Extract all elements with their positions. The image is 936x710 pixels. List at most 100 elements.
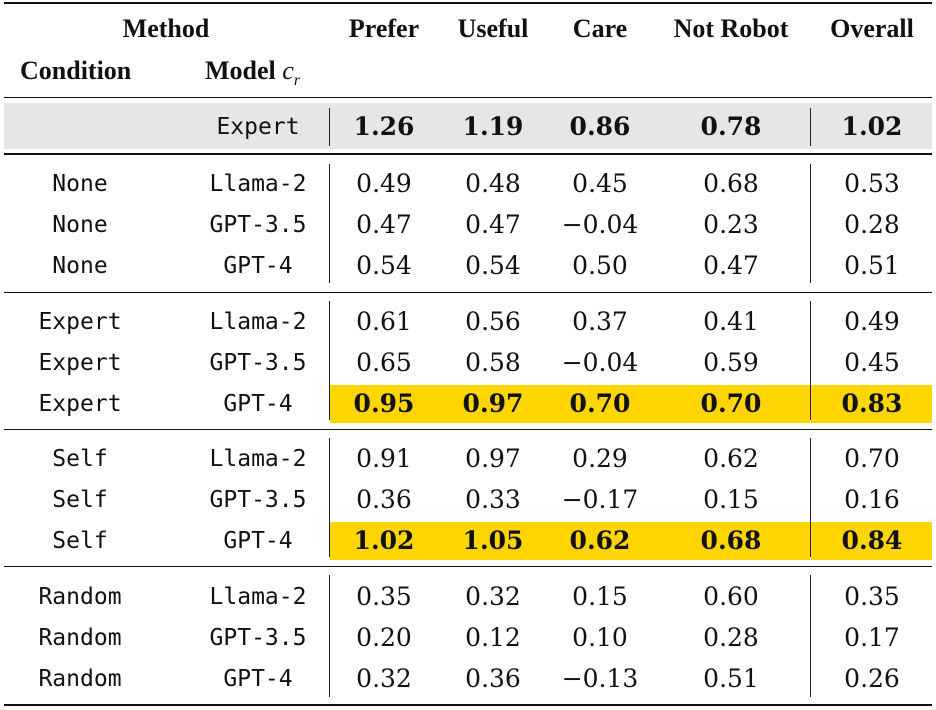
row-value: 0.62 bbox=[569, 526, 631, 555]
row-condition: Self bbox=[52, 487, 108, 513]
row-value: 0.47 bbox=[703, 251, 759, 280]
header-col-care: Care bbox=[572, 14, 628, 43]
row-value: 0.84 bbox=[841, 526, 903, 555]
row-value: 0.53 bbox=[844, 169, 900, 198]
table-rule bbox=[4, 704, 932, 706]
expert-row-band bbox=[4, 103, 932, 149]
row-value: 0.29 bbox=[572, 444, 628, 473]
row-value: 0.70 bbox=[700, 389, 762, 418]
row-value: 0.54 bbox=[465, 251, 521, 280]
row-value: 0.17 bbox=[844, 623, 900, 652]
column-divider bbox=[329, 164, 330, 283]
row-value: −0.04 bbox=[561, 210, 639, 239]
row-value: 0.58 bbox=[465, 348, 521, 377]
table-rule bbox=[4, 292, 932, 293]
row-condition: Self bbox=[52, 528, 108, 554]
row-value: 0.41 bbox=[703, 307, 759, 336]
row-value: 0.26 bbox=[844, 664, 900, 693]
highlight-band bbox=[330, 385, 810, 423]
header-col-useful: Useful bbox=[457, 14, 529, 43]
expert-row-value: 1.02 bbox=[841, 112, 903, 141]
row-value: 0.33 bbox=[465, 485, 521, 514]
row-value: 0.54 bbox=[356, 251, 412, 280]
column-divider bbox=[329, 438, 330, 557]
row-value: 0.95 bbox=[353, 389, 415, 418]
row-value: 0.28 bbox=[844, 210, 900, 239]
row-condition: Random bbox=[38, 584, 122, 610]
row-model: Llama-2 bbox=[209, 584, 307, 610]
row-value: 0.59 bbox=[703, 348, 759, 377]
row-model: GPT-4 bbox=[223, 666, 293, 692]
header-col-prefer: Prefer bbox=[348, 14, 420, 43]
expert-row-value: 0.78 bbox=[700, 112, 762, 141]
row-value: 1.02 bbox=[353, 526, 415, 555]
row-value: 0.60 bbox=[703, 582, 759, 611]
column-divider bbox=[810, 575, 811, 697]
row-model: Llama-2 bbox=[209, 171, 307, 197]
expert-row-model: Expert bbox=[216, 114, 300, 140]
table-rule bbox=[4, 566, 932, 567]
row-value: 0.32 bbox=[356, 664, 412, 693]
header-col-not-robot: Not Robot bbox=[673, 14, 789, 43]
highlight-band bbox=[811, 522, 932, 560]
row-condition: Random bbox=[38, 666, 122, 692]
row-value: 0.51 bbox=[703, 664, 759, 693]
row-model: Llama-2 bbox=[209, 446, 307, 472]
row-condition: Expert bbox=[38, 391, 122, 417]
row-value: 0.83 bbox=[841, 389, 903, 418]
row-value: 0.91 bbox=[356, 444, 412, 473]
column-divider bbox=[810, 164, 811, 283]
row-value: 0.49 bbox=[844, 307, 900, 336]
column-divider bbox=[329, 108, 330, 146]
header-model-label: Model bbox=[205, 56, 276, 85]
row-value: 0.12 bbox=[465, 623, 521, 652]
row-value: 0.37 bbox=[572, 307, 628, 336]
row-model: Llama-2 bbox=[209, 309, 307, 335]
row-value: 0.47 bbox=[465, 210, 521, 239]
row-value: 0.61 bbox=[356, 307, 412, 336]
header-col-overall: Overall bbox=[830, 14, 914, 43]
row-model: GPT-3.5 bbox=[209, 487, 307, 513]
row-value: 0.32 bbox=[465, 582, 521, 611]
row-model: GPT-4 bbox=[223, 391, 293, 417]
row-value: 0.70 bbox=[569, 389, 631, 418]
row-model: GPT-4 bbox=[223, 253, 293, 279]
table-rule bbox=[4, 97, 932, 98]
row-value: 0.68 bbox=[700, 526, 762, 555]
row-value: −0.13 bbox=[561, 664, 639, 693]
row-value: 0.62 bbox=[703, 444, 759, 473]
row-value: 0.15 bbox=[572, 582, 628, 611]
row-value: 0.20 bbox=[356, 623, 412, 652]
row-value: 0.65 bbox=[356, 348, 412, 377]
header-method: Method bbox=[122, 14, 210, 43]
table-rule bbox=[4, 153, 932, 155]
header-condition: Condition bbox=[20, 56, 132, 85]
row-value: −0.04 bbox=[561, 348, 639, 377]
row-value: 0.36 bbox=[356, 485, 412, 514]
row-condition: Self bbox=[52, 446, 108, 472]
row-model: GPT-3.5 bbox=[209, 212, 307, 238]
highlight-band bbox=[811, 385, 932, 423]
row-model: GPT-3.5 bbox=[209, 350, 307, 376]
table-rule bbox=[4, 2, 932, 4]
row-condition: None bbox=[52, 212, 108, 238]
expert-row-value: 0.86 bbox=[569, 112, 631, 141]
column-divider bbox=[329, 301, 330, 420]
row-value: 0.28 bbox=[703, 623, 759, 652]
row-value: 1.05 bbox=[462, 526, 524, 555]
header-model: Model cr bbox=[205, 56, 300, 96]
header-model-symbol: cr bbox=[282, 56, 301, 90]
row-value: 0.68 bbox=[703, 169, 759, 198]
row-condition: Random bbox=[38, 625, 122, 651]
row-value: 0.35 bbox=[356, 582, 412, 611]
column-divider bbox=[329, 575, 330, 697]
row-value: 0.16 bbox=[844, 485, 900, 514]
row-value: 0.36 bbox=[465, 664, 521, 693]
row-condition: Expert bbox=[38, 309, 122, 335]
row-value: −0.17 bbox=[561, 485, 639, 514]
expert-row-value: 1.26 bbox=[353, 112, 415, 141]
row-condition: None bbox=[52, 171, 108, 197]
row-value: 0.97 bbox=[462, 389, 524, 418]
row-value: 0.97 bbox=[465, 444, 521, 473]
row-condition: Expert bbox=[38, 350, 122, 376]
